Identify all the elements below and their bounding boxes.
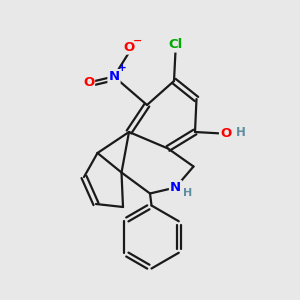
Text: H: H	[184, 188, 193, 198]
Text: +: +	[118, 63, 127, 73]
Text: N: N	[108, 70, 120, 83]
Text: O: O	[123, 40, 135, 54]
Text: −: −	[133, 36, 142, 46]
Text: H: H	[236, 125, 245, 139]
Text: N: N	[170, 181, 181, 194]
Text: Cl: Cl	[168, 38, 183, 52]
Text: O: O	[220, 127, 231, 140]
Text: O: O	[83, 76, 94, 89]
